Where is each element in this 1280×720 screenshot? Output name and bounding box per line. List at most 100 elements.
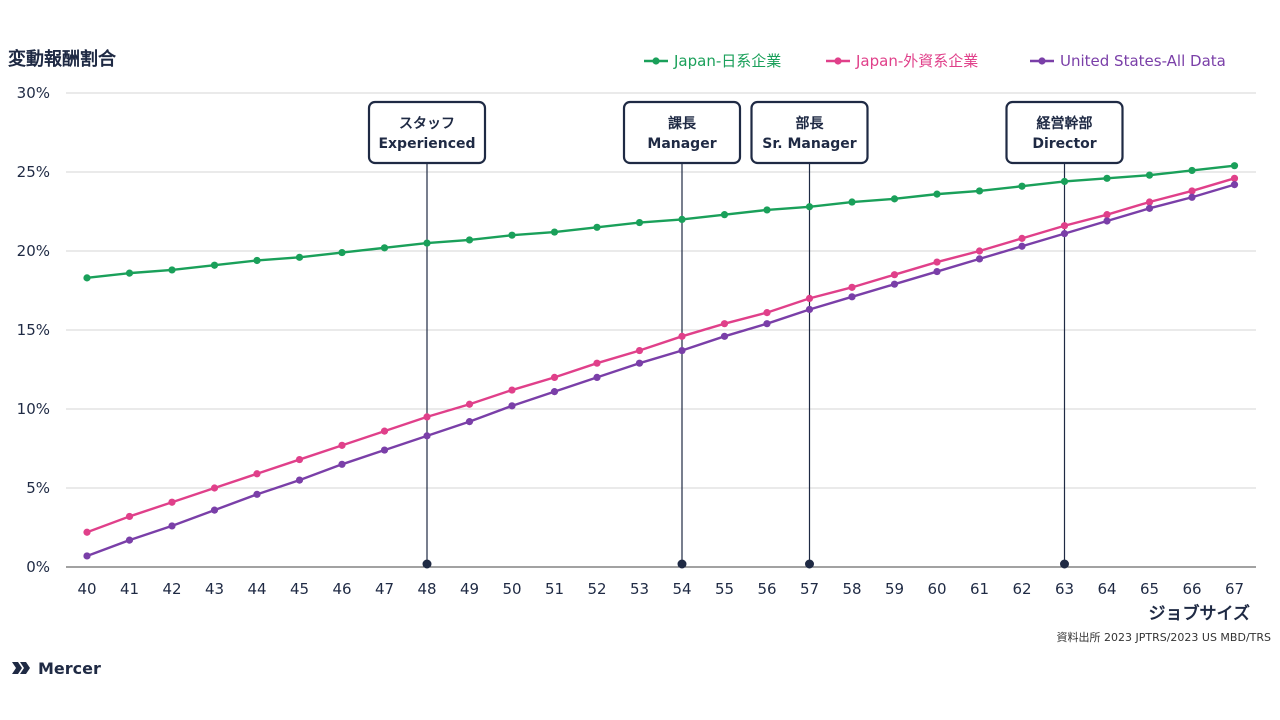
annotation-label-bottom: Director xyxy=(1032,136,1096,152)
x-tick-label: 49 xyxy=(460,580,479,598)
y-tick-label: 20% xyxy=(17,242,50,260)
data-point xyxy=(763,320,771,328)
legend-label: Japan-日系企業 xyxy=(673,52,781,70)
data-point xyxy=(295,253,304,261)
data-point xyxy=(933,258,941,266)
data-point xyxy=(890,280,899,288)
y-tick-label: 15% xyxy=(17,321,50,339)
x-tick-label: 48 xyxy=(417,580,436,598)
data-point xyxy=(1145,171,1154,179)
data-point xyxy=(933,267,941,276)
x-tick-label: 54 xyxy=(672,580,691,598)
legend-item: United States-All Data xyxy=(1030,52,1226,70)
data-point xyxy=(805,203,814,211)
legend-swatch-marker xyxy=(652,57,660,65)
data-point xyxy=(1188,193,1196,201)
annotation-frame xyxy=(622,100,742,165)
data-point xyxy=(380,427,389,435)
x-tick-label: 62 xyxy=(1012,580,1031,598)
legend-swatch-marker xyxy=(1038,57,1046,65)
annotation-box: 課長 Manager xyxy=(622,100,742,165)
mercer-logo-icon xyxy=(12,662,30,674)
legend-item: Japan-外資系企業 xyxy=(826,52,978,70)
annotation-dot xyxy=(805,559,814,569)
data-point xyxy=(125,269,134,277)
data-point xyxy=(210,506,219,514)
x-tick-label: 65 xyxy=(1140,580,1159,598)
data-point xyxy=(253,490,261,498)
series-line xyxy=(86,177,1235,534)
data-point xyxy=(465,418,474,426)
series xyxy=(83,162,1239,560)
annotation-boxes: スタッフ Experienced 課長 Manager 部長 Sr. Manager 経営幹… xyxy=(367,100,1124,165)
x-axis-ticks: 40 41 42 43 44 45 46 47 48 49 50 51 52 53 54 55 56 57 58 59… xyxy=(77,580,1244,598)
data-point xyxy=(1230,174,1239,182)
x-tick-label: 40 xyxy=(77,580,96,598)
y-tick-label: 0% xyxy=(26,558,50,576)
data-point xyxy=(508,231,516,239)
annotation-label-bottom: Sr. Manager xyxy=(762,136,856,152)
data-point xyxy=(593,223,601,231)
data-point xyxy=(678,215,686,223)
x-tick-label: 61 xyxy=(970,580,989,598)
data-point xyxy=(168,266,176,274)
data-point xyxy=(975,187,984,195)
x-tick-label: 52 xyxy=(587,580,606,598)
x-tick-label: 60 xyxy=(927,580,946,598)
data-point xyxy=(848,198,856,206)
data-point xyxy=(1018,182,1026,190)
x-tick-label: 41 xyxy=(120,580,139,598)
annotation-frame xyxy=(750,100,869,165)
data-point xyxy=(593,359,601,367)
annotation-label-top: 経営幹部 xyxy=(1037,115,1093,132)
x-tick-label: 53 xyxy=(630,580,649,598)
data-point xyxy=(635,218,644,227)
annotation-label-top: スタッフ xyxy=(399,116,455,132)
data-point xyxy=(890,271,899,279)
data-point xyxy=(83,528,91,536)
annotation-label-top: 部長 xyxy=(796,115,825,132)
data-point xyxy=(1145,204,1154,212)
data-point xyxy=(465,400,474,408)
data-point xyxy=(508,386,516,394)
data-point xyxy=(763,309,771,317)
data-point xyxy=(338,248,346,257)
x-tick-label: 43 xyxy=(205,580,224,598)
x-tick-label: 67 xyxy=(1225,580,1244,598)
data-point xyxy=(933,190,941,198)
series-line xyxy=(86,164,1235,280)
data-point xyxy=(550,388,559,396)
data-point xyxy=(975,247,984,255)
data-point xyxy=(253,470,261,478)
annotation-box: 経営幹部 Director xyxy=(1005,100,1124,165)
data-point xyxy=(763,206,771,214)
annotation-dot xyxy=(677,559,687,569)
legend-label: United States-All Data xyxy=(1060,52,1226,70)
mercer-logo-text: Mercer xyxy=(38,659,101,678)
data-point xyxy=(720,332,729,340)
data-point xyxy=(1188,187,1196,195)
data-point xyxy=(1145,198,1154,206)
x-tick-label: 64 xyxy=(1097,580,1116,598)
legend-item: Japan-日系企業 xyxy=(644,52,781,70)
data-point xyxy=(1060,230,1069,238)
data-point xyxy=(295,455,304,464)
grid xyxy=(66,92,1256,568)
data-point xyxy=(508,402,516,410)
data-point xyxy=(465,236,474,244)
data-point xyxy=(1230,181,1239,189)
data-point xyxy=(678,346,686,355)
data-point xyxy=(83,274,91,282)
data-point xyxy=(635,346,644,355)
data-point xyxy=(635,359,644,367)
x-tick-label: 42 xyxy=(162,580,181,598)
data-point xyxy=(805,294,814,302)
x-tick-label: 46 xyxy=(332,580,351,598)
legend-swatch-marker xyxy=(834,57,842,65)
data-point xyxy=(1188,166,1196,175)
series-line xyxy=(86,183,1235,558)
legend: Japan-日系企業 Japan-外資系企業 United States-All D… xyxy=(644,52,1226,70)
x-tick-label: 55 xyxy=(715,580,734,598)
x-tick-label: 63 xyxy=(1055,580,1074,598)
series-group xyxy=(83,162,1239,282)
